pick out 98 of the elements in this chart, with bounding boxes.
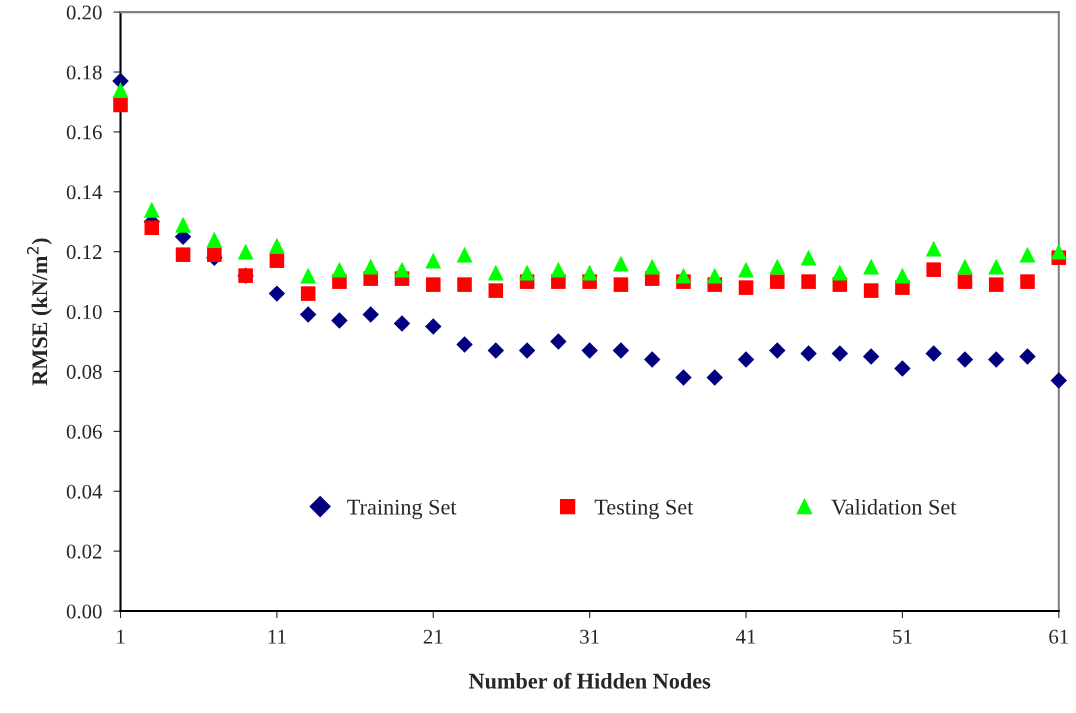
point: [175, 216, 191, 233]
point: [862, 348, 880, 365]
point: [644, 258, 661, 275]
point: [925, 345, 942, 362]
point: [863, 258, 880, 275]
point: [207, 247, 222, 262]
point: [706, 267, 723, 284]
point: [393, 315, 411, 332]
point: [144, 220, 160, 236]
point: [988, 258, 1005, 275]
x-tick-label: 31: [580, 629, 599, 644]
point: [394, 261, 410, 278]
x-tick-label: 21: [423, 629, 443, 644]
point: [988, 277, 1004, 292]
point: [112, 82, 129, 98]
point: [613, 277, 629, 292]
y-tick-label: 0.18: [66, 65, 102, 80]
x-tick-label: 41: [736, 629, 756, 644]
y-tick-label: 0.14: [66, 185, 103, 200]
point: [1020, 274, 1035, 289]
point: [612, 342, 630, 359]
point: [300, 286, 316, 301]
point: [581, 264, 598, 281]
y-tick-label: 0.10: [66, 304, 102, 320]
point: [425, 277, 441, 292]
point: [456, 336, 473, 353]
point: [487, 342, 505, 359]
point: [1050, 243, 1067, 260]
point: [894, 267, 911, 284]
point: [738, 280, 754, 295]
y-tick-label: 0.04: [66, 484, 103, 499]
x-tick-label: 51: [893, 629, 912, 644]
point: [113, 97, 128, 113]
point: [425, 252, 442, 269]
point: [300, 267, 317, 284]
point: [550, 333, 567, 350]
point: [1019, 246, 1036, 263]
point: [801, 274, 816, 289]
point: [456, 246, 473, 263]
point: [331, 312, 348, 329]
x-tick-label: 61: [1049, 629, 1068, 644]
point: [299, 306, 317, 323]
point: [425, 318, 442, 335]
point: [362, 306, 379, 323]
point: [925, 240, 942, 257]
point: [581, 342, 598, 359]
point: [894, 360, 911, 377]
x-tick-label: 1: [117, 629, 125, 644]
point: [675, 267, 692, 284]
point: [800, 249, 817, 266]
point: [706, 369, 723, 386]
y-axis-title: RMSE (kN/m$^{2}$): [27, 238, 52, 386]
point: [769, 342, 786, 359]
point: [800, 345, 817, 362]
y-tick-label: 0.12: [66, 245, 102, 260]
point: [518, 342, 536, 359]
point: [769, 258, 786, 275]
y-tick-label: 0.20: [66, 5, 102, 20]
point: [268, 285, 286, 302]
point: [675, 369, 692, 386]
legend-label: Training Set: [347, 499, 457, 520]
point: [331, 261, 348, 278]
point: [831, 345, 849, 362]
point: [957, 258, 973, 275]
point: [988, 351, 1005, 368]
y-tick-label: 0.02: [66, 544, 102, 559]
x-tick-label: 11: [268, 629, 286, 644]
point: [863, 283, 879, 298]
point: [457, 277, 472, 292]
point: [175, 247, 191, 262]
y-tick-label: 0.00: [66, 604, 102, 619]
point: [550, 261, 567, 278]
legend-label: Testing Set: [594, 499, 694, 520]
point: [737, 351, 755, 368]
point: [268, 237, 285, 254]
point: [738, 261, 754, 278]
point: [206, 231, 223, 248]
point: [519, 264, 536, 281]
point: [831, 264, 848, 281]
point: [926, 262, 941, 277]
point: [237, 243, 254, 260]
point: [362, 258, 379, 275]
y-tick-label: 0.16: [66, 125, 102, 140]
point: [269, 253, 285, 268]
point: [1019, 348, 1036, 365]
point: [643, 351, 661, 368]
point: [613, 255, 629, 272]
point: [770, 274, 785, 289]
y-tick-label: 0.06: [66, 424, 102, 439]
point: [143, 201, 160, 218]
point: [957, 274, 973, 289]
point: [487, 264, 504, 281]
point: [956, 351, 974, 368]
x-axis-title: Number of Hidden Nodes: [468, 672, 711, 689]
y-tick-label: 0.08: [66, 364, 102, 379]
point: [1050, 372, 1067, 389]
legend-label: Validation Set: [831, 498, 957, 515]
point: [488, 283, 504, 298]
